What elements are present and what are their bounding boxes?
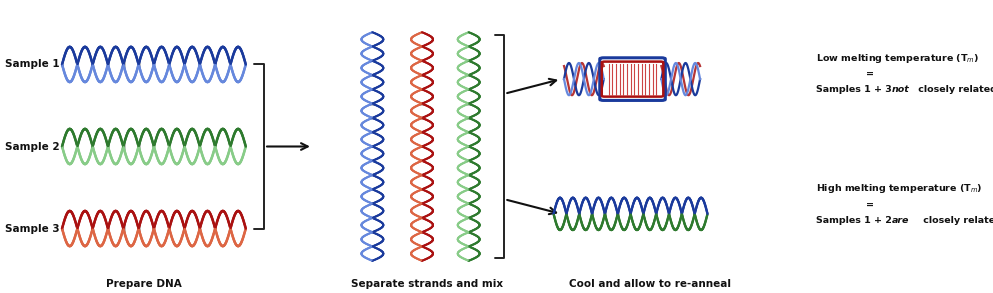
Text: Sample 1: Sample 1 <box>5 59 60 69</box>
Text: =: = <box>866 201 874 209</box>
Text: not: not <box>892 85 910 94</box>
Text: Samples 1 + 2: Samples 1 + 2 <box>816 216 896 225</box>
Text: High melting temperature (T$_m$): High melting temperature (T$_m$) <box>816 183 983 195</box>
Text: Sample 3: Sample 3 <box>5 224 60 234</box>
Text: closely related: closely related <box>920 216 993 225</box>
Text: Samples 1 + 3: Samples 1 + 3 <box>816 85 896 94</box>
Text: Cool and allow to re-anneal: Cool and allow to re-anneal <box>569 279 732 289</box>
Text: Separate strands and mix: Separate strands and mix <box>351 279 503 289</box>
Text: closely related: closely related <box>915 85 993 94</box>
Text: Sample 2: Sample 2 <box>5 142 60 151</box>
Text: are: are <box>892 216 910 225</box>
Text: =: = <box>866 70 874 79</box>
Text: Prepare DNA: Prepare DNA <box>106 279 182 289</box>
Text: Low melting temperature (T$_m$): Low melting temperature (T$_m$) <box>816 52 979 65</box>
